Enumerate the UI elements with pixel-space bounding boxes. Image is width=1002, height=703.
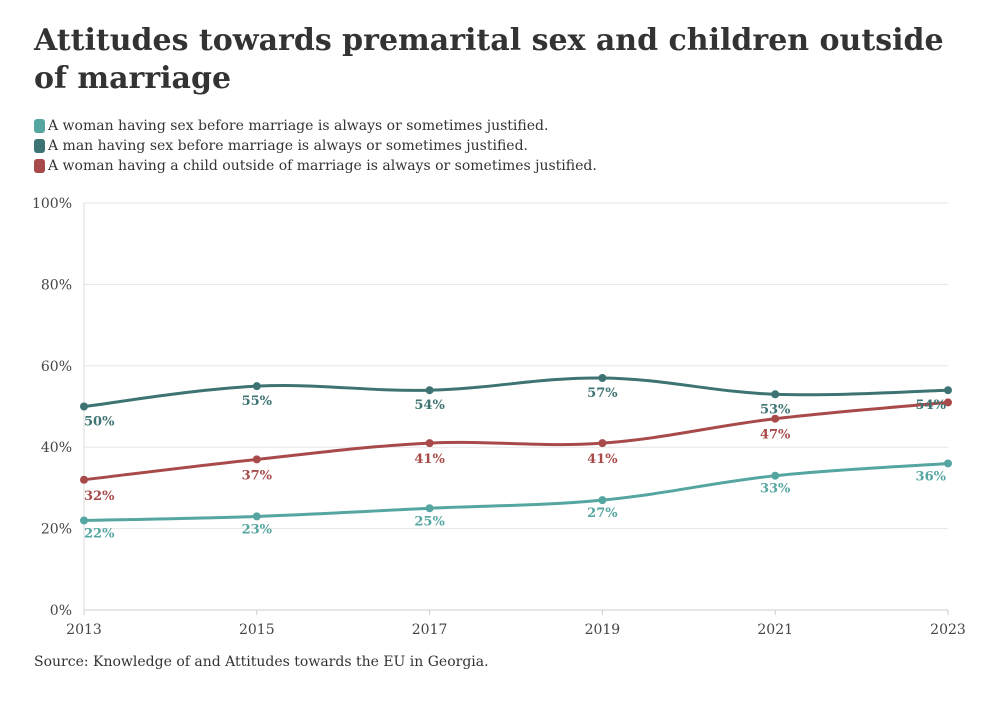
x-tick-label: 2013 — [66, 622, 102, 638]
y-tick-label: 20% — [41, 522, 72, 538]
y-tick-label: 40% — [41, 440, 72, 456]
legend-label-man-sex: A man having sex before marriage is alwa… — [48, 138, 528, 154]
data-point-woman-child — [771, 414, 780, 423]
legend-swatch-woman-sex — [34, 119, 45, 133]
axis-layer: 0% 20% 40% 60% 80% 100% 2013 2015 2017 2019 2021 20… — [32, 196, 966, 638]
x-tick-label: 2015 — [239, 622, 275, 638]
data-label-man-sex: 54% — [916, 398, 947, 413]
y-tick-label: 80% — [41, 277, 72, 293]
data-label-woman-sex: 36% — [916, 469, 947, 484]
y-tick-label: 60% — [41, 359, 72, 375]
grid-layer — [84, 202, 948, 611]
data-point-woman-child — [598, 439, 607, 448]
data-point-woman-sex — [598, 496, 607, 505]
data-label-man-sex: 50% — [84, 415, 115, 430]
series-layer — [80, 374, 952, 525]
data-label-woman-child: 41% — [587, 452, 618, 467]
series-line-man-sex — [82, 376, 950, 408]
data-label-man-sex: 57% — [587, 386, 618, 401]
data-point-woman-sex — [252, 512, 261, 521]
data-label-man-sex: 55% — [242, 394, 273, 409]
data-point-woman-sex — [771, 471, 780, 480]
data-point-man-sex — [598, 374, 607, 383]
data-label-woman-child: 47% — [760, 428, 791, 443]
data-point-man-sex — [944, 386, 952, 395]
data-label-woman-sex: 23% — [242, 522, 273, 537]
data-point-woman-child — [425, 439, 434, 448]
data-point-man-sex — [80, 402, 88, 411]
data-label-woman-child: 41% — [414, 452, 445, 467]
legend-label-woman-child: A woman having a child outside of marria… — [48, 158, 597, 174]
data-point-woman-child — [80, 475, 88, 484]
data-point-man-sex — [425, 386, 434, 395]
data-label-woman-sex: 27% — [587, 506, 618, 521]
data-point-man-sex — [771, 390, 780, 399]
y-tick-label: 0% — [50, 603, 72, 619]
data-label-woman-sex: 22% — [84, 526, 115, 541]
data-label-woman-sex: 25% — [414, 514, 445, 529]
legend-label-woman-sex: A woman having sex before marriage is al… — [48, 118, 549, 134]
x-tick-label: 2023 — [930, 622, 966, 638]
legend-item-woman-sex[interactable]: A woman having sex before marriage is al… — [34, 116, 597, 136]
data-label-layer: 22% 23% 25% 27% 33% 36% 50% 55% 54% 57% 53% 54% 32% 3… — [84, 386, 947, 541]
data-label-man-sex: 54% — [414, 398, 445, 413]
data-point-woman-sex — [944, 459, 952, 468]
x-tick-label: 2021 — [757, 622, 793, 638]
legend-swatch-man-sex — [34, 139, 45, 153]
data-label-man-sex: 53% — [760, 402, 791, 417]
data-point-woman-sex — [425, 504, 434, 513]
series-line-woman-sex — [82, 461, 950, 522]
data-point-woman-sex — [80, 516, 88, 525]
x-tick-label: 2019 — [585, 622, 621, 638]
legend-swatch-woman-child — [34, 159, 45, 173]
x-tick-label: 2017 — [412, 622, 448, 638]
data-point-woman-child — [252, 455, 261, 464]
source-note: Source: Knowledge of and Attitudes towar… — [34, 654, 489, 670]
chart-title: Attitudes towards premarital sex and chi… — [34, 23, 944, 96]
data-label-woman-child: 32% — [84, 489, 115, 504]
y-tick-label: 100% — [32, 196, 72, 212]
legend-item-woman-child[interactable]: A woman having a child outside of marria… — [34, 156, 597, 176]
line-chart: 0% 20% 40% 60% 80% 100% 2013 2015 2017 2019 2021 20… — [32, 196, 966, 638]
data-label-woman-child: 37% — [242, 468, 273, 483]
data-point-man-sex — [252, 382, 261, 391]
legend: A woman having sex before marriage is al… — [34, 116, 597, 176]
series-line-woman-child — [82, 400, 950, 482]
data-point-woman-child — [944, 398, 952, 407]
data-label-woman-sex: 33% — [760, 482, 791, 497]
legend-item-man-sex[interactable]: A man having sex before marriage is alwa… — [34, 136, 597, 156]
